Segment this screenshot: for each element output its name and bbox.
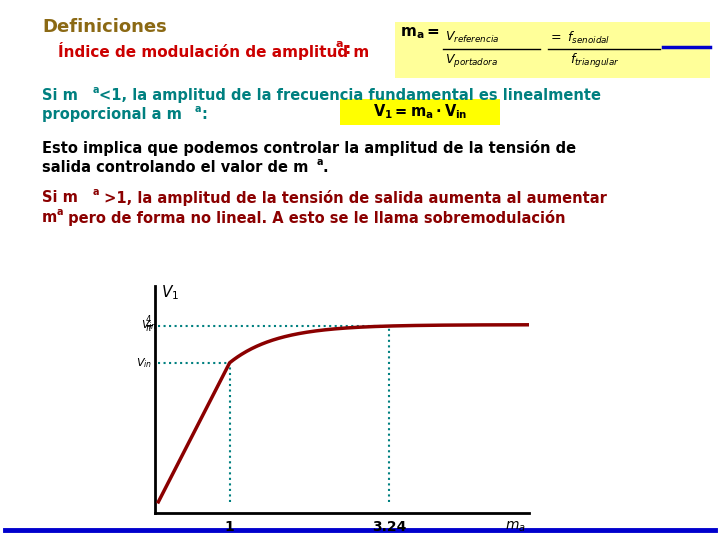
Text: a: a — [93, 187, 99, 197]
Text: <1, la amplitud de la frecuencia fundamental es linealmente: <1, la amplitud de la frecuencia fundame… — [99, 88, 601, 103]
Text: :: : — [201, 107, 207, 122]
Text: a: a — [93, 85, 99, 95]
Text: >1, la amplitud de la tensión de salida aumenta al aumentar: >1, la amplitud de la tensión de salida … — [99, 190, 607, 206]
Text: a: a — [195, 104, 202, 114]
Text: $V_{in}$: $V_{in}$ — [142, 318, 158, 332]
Text: .: . — [323, 160, 328, 175]
Text: $V_1$: $V_1$ — [161, 283, 179, 302]
Text: $\frac{4}{\pi}$: $\frac{4}{\pi}$ — [145, 314, 153, 335]
Text: $\mathbf{m_a}$$\mathbf{ = }$: $\mathbf{m_a}$$\mathbf{ = }$ — [400, 25, 440, 40]
Text: Si m: Si m — [42, 190, 78, 205]
Text: $V_{portadora}$: $V_{portadora}$ — [445, 52, 498, 69]
Text: proporcional a m: proporcional a m — [42, 107, 182, 122]
Text: Si m: Si m — [42, 88, 78, 103]
Text: $V_{in}$: $V_{in}$ — [137, 356, 153, 369]
Text: a: a — [317, 157, 323, 167]
Text: $m_a$: $m_a$ — [505, 520, 526, 535]
Text: :: : — [344, 42, 350, 57]
Text: Esto implica que podemos controlar la amplitud de la tensión de: Esto implica que podemos controlar la am… — [42, 140, 576, 156]
Text: 3.24: 3.24 — [372, 520, 407, 534]
Text: $V_{referencia}$: $V_{referencia}$ — [445, 30, 500, 45]
Bar — [340, 99, 500, 125]
Text: a: a — [336, 39, 343, 49]
Text: $= \ f_{senoidal}$: $= \ f_{senoidal}$ — [548, 30, 611, 46]
Text: salida controlando el valor de m: salida controlando el valor de m — [42, 160, 308, 175]
Bar — [395, 22, 710, 78]
Text: m: m — [42, 210, 58, 225]
Text: 1: 1 — [225, 520, 235, 534]
Text: Índice de modulación de amplitud m: Índice de modulación de amplitud m — [58, 42, 369, 60]
Text: a: a — [57, 207, 63, 217]
Text: pero de forma no lineal. A esto se le llama sobremodulación: pero de forma no lineal. A esto se le ll… — [63, 210, 565, 226]
Text: $f_{triangular}$: $f_{triangular}$ — [570, 52, 620, 70]
Text: Definiciones: Definiciones — [42, 18, 167, 36]
Text: $\mathbf{V_1 = m_a \cdot V_{in}}$: $\mathbf{V_1 = m_a \cdot V_{in}}$ — [373, 103, 467, 122]
